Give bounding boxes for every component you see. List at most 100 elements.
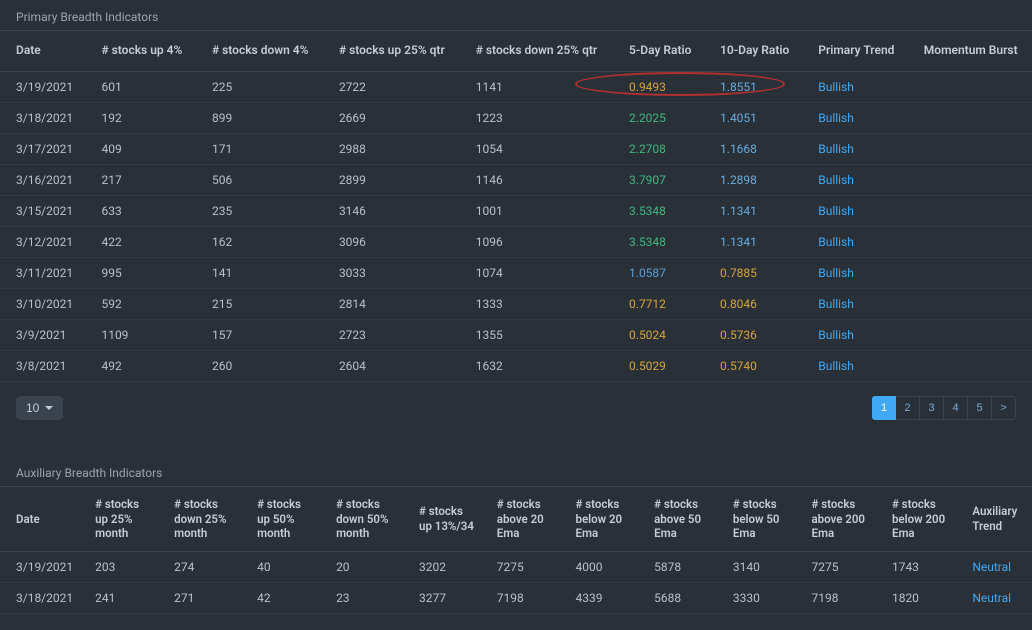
burst-cell xyxy=(908,350,1032,381)
aux-col-7[interactable]: # stocks below 20 Ema xyxy=(559,486,638,552)
aux-col-8[interactable]: # stocks above 50 Ema xyxy=(638,486,717,552)
down4-cell: 171 xyxy=(196,133,323,164)
aux-col-2[interactable]: # stocks down 25% month xyxy=(158,486,241,552)
primary-col-6[interactable]: 10-Day Ratio xyxy=(704,31,802,72)
r5-cell: 0.9493 xyxy=(613,71,704,102)
trend-cell[interactable]: Bullish xyxy=(802,133,908,164)
trend-cell[interactable]: Bullish xyxy=(802,319,908,350)
aux-cell-4: 3202 xyxy=(403,552,481,583)
primary-title: Primary Breadth Indicators xyxy=(0,0,1032,30)
r5-cell: 3.5348 xyxy=(613,195,704,226)
aux-trend-cell[interactable]: Neutral xyxy=(956,552,1032,583)
up4-cell: 601 xyxy=(85,71,196,102)
down4-cell: 215 xyxy=(196,288,323,319)
primary-col-5[interactable]: 5-Day Ratio xyxy=(613,31,704,72)
down25q-cell: 1141 xyxy=(460,71,613,102)
table-controls: 10 12345> xyxy=(0,382,1032,420)
date-cell: 3/18/2021 xyxy=(0,583,79,614)
aux-col-9[interactable]: # stocks below 50 Ema xyxy=(717,486,796,552)
burst-cell xyxy=(908,319,1032,350)
aux-cell-1: 274 xyxy=(158,552,241,583)
page-size-select[interactable]: 10 xyxy=(16,396,63,420)
down4-cell: 225 xyxy=(196,71,323,102)
aux-col-10[interactable]: # stocks above 200 Ema xyxy=(795,486,875,552)
page-1[interactable]: 1 xyxy=(872,396,896,420)
r5-cell: 0.5029 xyxy=(613,350,704,381)
aux-col-5[interactable]: # stocks up 13%/34 xyxy=(403,486,481,552)
trend-cell[interactable]: Bullish xyxy=(802,288,908,319)
burst-cell xyxy=(908,257,1032,288)
page-2[interactable]: 2 xyxy=(896,396,920,420)
up4-cell: 1109 xyxy=(85,319,196,350)
r10-cell: 1.1341 xyxy=(704,226,802,257)
burst-cell xyxy=(908,288,1032,319)
aux-trend-cell[interactable]: Neutral xyxy=(956,583,1032,614)
table-row: 3/12/2021422162309610963.53481.1341Bulli… xyxy=(0,226,1032,257)
primary-col-0[interactable]: Date xyxy=(0,31,85,72)
page-next[interactable]: > xyxy=(992,396,1016,420)
date-cell: 3/17/2021 xyxy=(0,133,85,164)
up25q-cell: 2722 xyxy=(323,71,460,102)
aux-panel: Auxiliary Breadth Indicators Date# stock… xyxy=(0,456,1032,630)
aux-cell-2: 40 xyxy=(241,552,320,583)
up4-cell: 492 xyxy=(85,350,196,381)
primary-col-3[interactable]: # stocks up 25% qtr xyxy=(323,31,460,72)
burst-cell xyxy=(908,195,1032,226)
aux-col-12[interactable]: Auxiliary Trend xyxy=(956,486,1032,552)
aux-cell-9: 7275 xyxy=(795,552,875,583)
aux-cell-0: 203 xyxy=(79,552,158,583)
trend-cell[interactable]: Bullish xyxy=(802,195,908,226)
page-5[interactable]: 5 xyxy=(968,396,992,420)
r10-cell: 1.1341 xyxy=(704,195,802,226)
r10-cell: 0.8046 xyxy=(704,288,802,319)
r5-cell: 0.5024 xyxy=(613,319,704,350)
primary-table: Date# stocks up 4%# stocks down 4%# stoc… xyxy=(0,30,1032,382)
down4-cell: 157 xyxy=(196,319,323,350)
aux-col-4[interactable]: # stocks down 50% month xyxy=(320,486,403,552)
date-cell: 3/18/2021 xyxy=(0,102,85,133)
primary-col-7[interactable]: Primary Trend xyxy=(802,31,908,72)
table-row: 3/18/20212412714223327771984339568833307… xyxy=(0,583,1032,614)
primary-col-8[interactable]: Momentum Burst xyxy=(908,31,1032,72)
burst-cell xyxy=(908,226,1032,257)
burst-cell xyxy=(908,102,1032,133)
aux-col-6[interactable]: # stocks above 20 Ema xyxy=(481,486,560,552)
primary-col-1[interactable]: # stocks up 4% xyxy=(85,31,196,72)
trend-cell[interactable]: Bullish xyxy=(802,164,908,195)
up25q-cell: 2814 xyxy=(323,288,460,319)
trend-cell[interactable]: Bullish xyxy=(802,102,908,133)
aux-cell-6: 4000 xyxy=(559,552,638,583)
aux-cell-8: 3140 xyxy=(717,552,796,583)
aux-cell-4: 3277 xyxy=(403,583,481,614)
date-cell: 3/10/2021 xyxy=(0,288,85,319)
trend-cell[interactable]: Bullish xyxy=(802,350,908,381)
primary-col-4[interactable]: # stocks down 25% qtr xyxy=(460,31,613,72)
pagination: 12345> xyxy=(872,396,1016,420)
r5-cell: 2.2025 xyxy=(613,102,704,133)
aux-col-11[interactable]: # stocks below 200 Ema xyxy=(876,486,956,552)
aux-cell-3: 23 xyxy=(320,583,403,614)
up4-cell: 995 xyxy=(85,257,196,288)
aux-col-3[interactable]: # stocks up 50% month xyxy=(241,486,320,552)
r10-cell: 0.5740 xyxy=(704,350,802,381)
trend-cell[interactable]: Bullish xyxy=(802,257,908,288)
up4-cell: 633 xyxy=(85,195,196,226)
aux-title: Auxiliary Breadth Indicators xyxy=(0,456,1032,486)
up25q-cell: 3146 xyxy=(323,195,460,226)
aux-col-0[interactable]: Date xyxy=(0,486,79,552)
aux-cell-7: 5878 xyxy=(638,552,717,583)
page-4[interactable]: 4 xyxy=(944,396,968,420)
table-row: 3/19/20212032744020320272754000587831407… xyxy=(0,552,1032,583)
trend-cell[interactable]: Bullish xyxy=(802,226,908,257)
page-3[interactable]: 3 xyxy=(920,396,944,420)
date-cell: 3/16/2021 xyxy=(0,164,85,195)
trend-cell[interactable]: Bullish xyxy=(802,71,908,102)
r5-cell: 3.7907 xyxy=(613,164,704,195)
date-cell: 3/9/2021 xyxy=(0,319,85,350)
up4-cell: 409 xyxy=(85,133,196,164)
burst-cell xyxy=(908,133,1032,164)
r10-cell: 1.4051 xyxy=(704,102,802,133)
aux-col-1[interactable]: # stocks up 25% month xyxy=(79,486,158,552)
primary-col-2[interactable]: # stocks down 4% xyxy=(196,31,323,72)
up25q-cell: 2669 xyxy=(323,102,460,133)
